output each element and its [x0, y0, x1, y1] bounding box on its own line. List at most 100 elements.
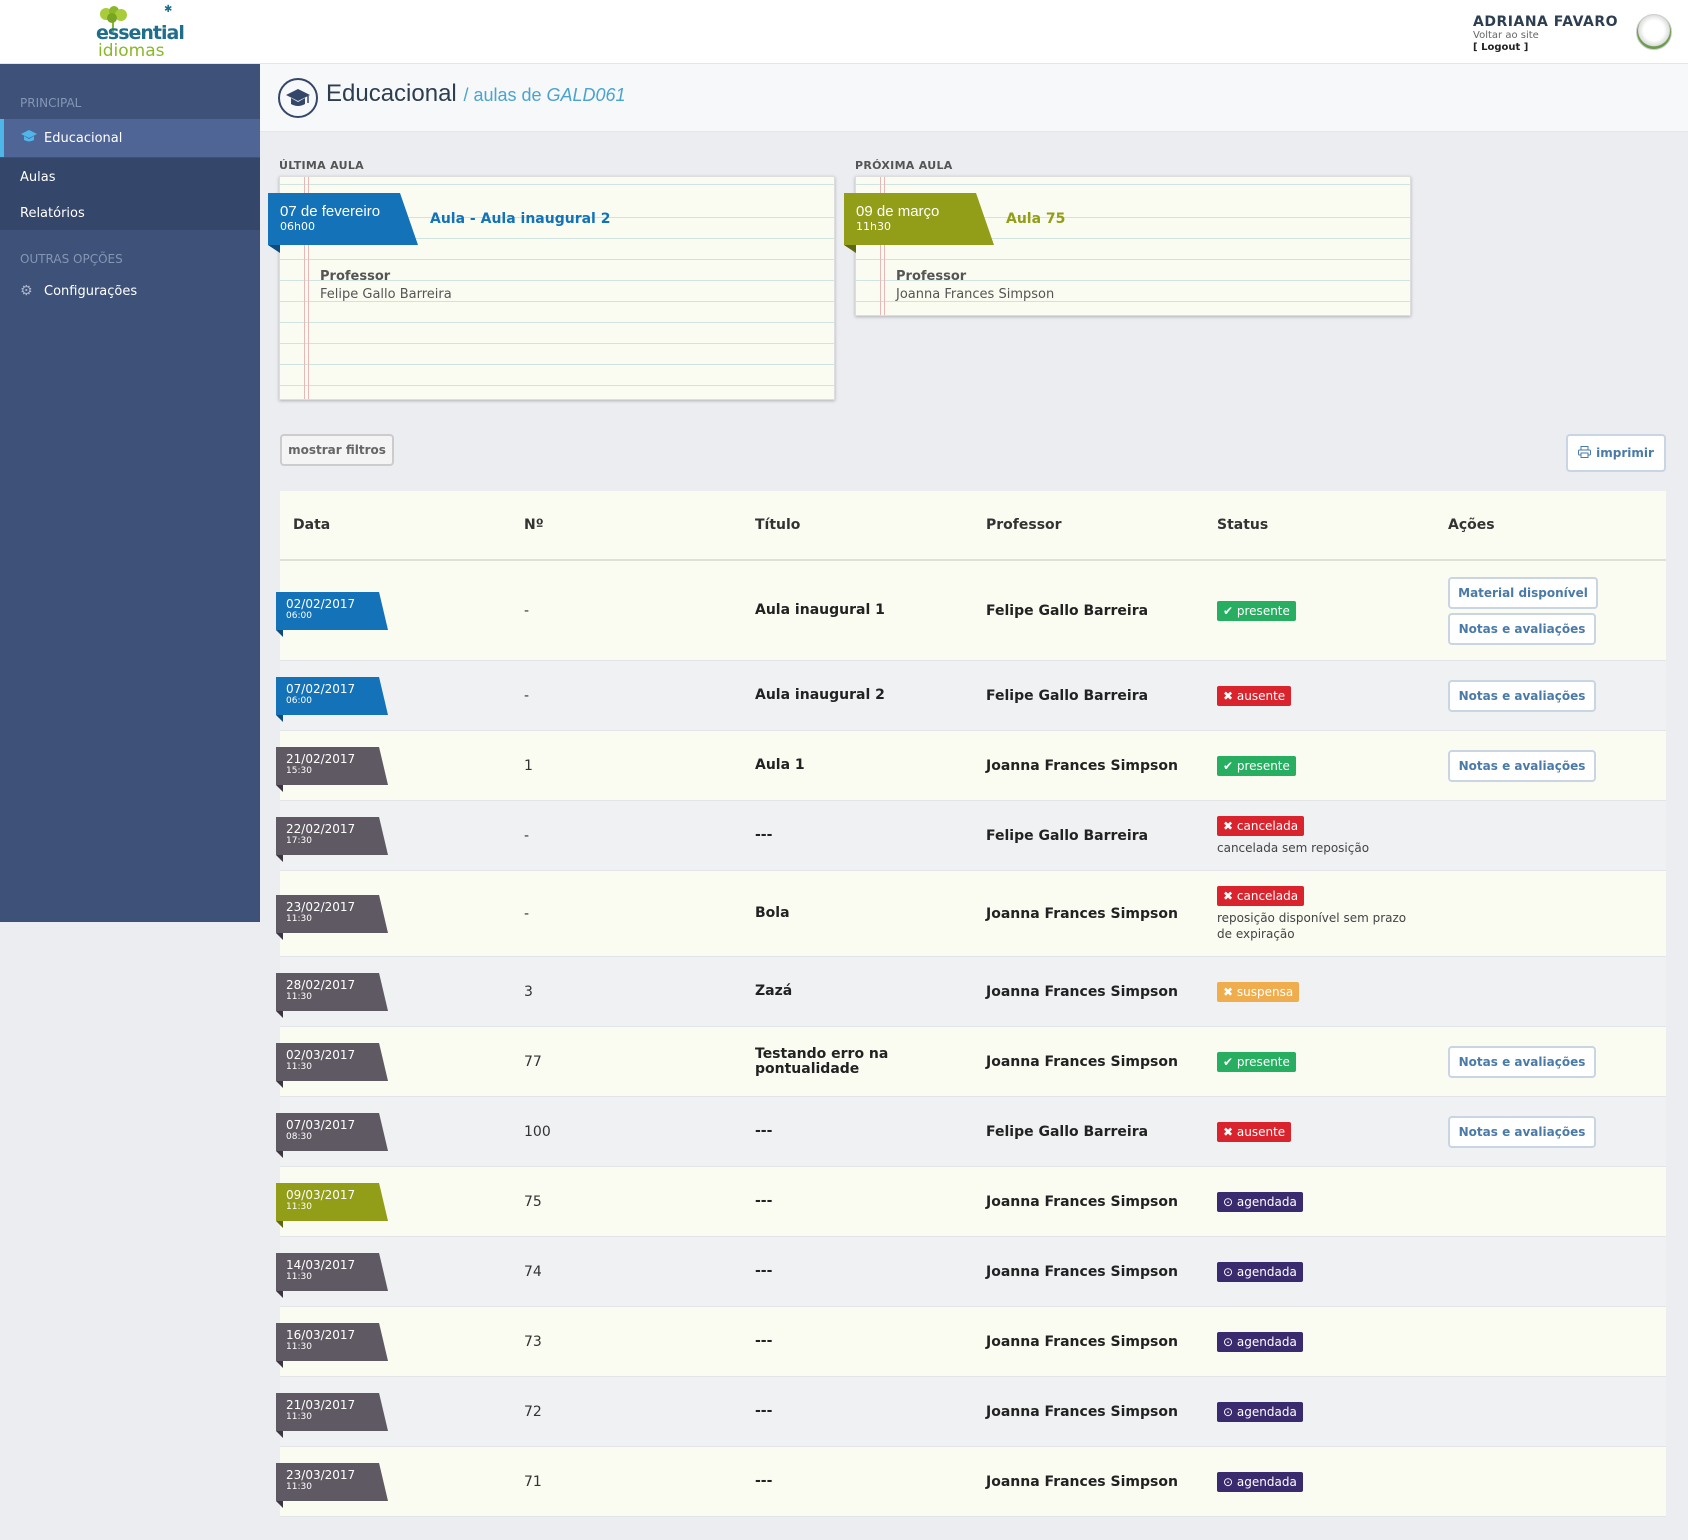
next-class-title[interactable]: Aula 75 [1006, 211, 1066, 227]
row-number: 73 [524, 1333, 542, 1350]
row-professor: Joanna Frances Simpson [986, 983, 1178, 1000]
date-tag: 23/03/2017 11:30 [276, 1463, 388, 1501]
status-icon: ⊙ [1223, 1474, 1234, 1489]
logo-star-icon: ✱ [164, 4, 173, 15]
row-professor: Joanna Frances Simpson [986, 1473, 1178, 1490]
header-titulo[interactable]: Título [755, 517, 801, 533]
date-tag: 21/03/2017 11:30 [276, 1393, 388, 1431]
sidebar-item-educacional[interactable]: Educacional [0, 119, 260, 157]
row-professor: Felipe Gallo Barreira [986, 827, 1149, 844]
header-status[interactable]: Status [1217, 517, 1269, 533]
logo-word-essential: essential [96, 22, 185, 44]
row-professor: Felipe Gallo Barreira [986, 1123, 1149, 1140]
status-label: presente [1236, 1054, 1290, 1069]
grades-button[interactable]: Notas e avaliações [1448, 1116, 1596, 1148]
row-title: --- [755, 1263, 773, 1279]
avatar[interactable] [1636, 14, 1672, 50]
row-title: --- [755, 1403, 773, 1419]
grades-button[interactable]: Notas e avaliações [1448, 750, 1596, 782]
row-status: ✖ cancelada cancelada sem reposição [1217, 815, 1417, 856]
header-professor[interactable]: Professor [986, 517, 1062, 533]
grades-button[interactable]: Notas e avaliações [1448, 613, 1596, 645]
last-class-date: 07 de fevereiro [280, 203, 381, 220]
status-note: cancelada sem reposição [1217, 840, 1370, 855]
status-icon: ✖ [1223, 688, 1234, 703]
row-date: 21/02/2017 [286, 752, 356, 766]
row-date: 07/02/2017 [286, 682, 356, 696]
sidebar-submenu: Aulas Relatórios [0, 158, 260, 230]
row-status: ✖ ausente [1217, 1121, 1417, 1142]
page-subtitle-prefix: / aulas de [463, 85, 547, 105]
status-label: presente [1236, 758, 1290, 773]
status-badge: ✖ cancelada [1217, 815, 1305, 836]
date-tag: 23/02/2017 11:30 [276, 895, 388, 933]
row-title: Bola [755, 905, 790, 921]
row-number: 1 [524, 757, 533, 774]
page-title-text: Educacional [326, 80, 457, 107]
header-data[interactable]: Data [293, 517, 331, 533]
row-number: 74 [524, 1263, 542, 1280]
row-time: 11:30 [286, 1202, 312, 1212]
row-time: 06:00 [286, 611, 312, 621]
row-professor: Joanna Frances Simpson [986, 757, 1178, 774]
ribbon-fold [268, 245, 280, 253]
date-tag-fold [276, 630, 283, 637]
status-icon: ⊙ [1223, 1404, 1234, 1419]
header-numero[interactable]: Nº [524, 517, 544, 533]
row-date: 16/03/2017 [286, 1328, 356, 1342]
row-status: ⊙ agendada [1217, 1401, 1417, 1422]
page-subtitle: / aulas de GALD061 [463, 85, 625, 105]
table-row: 07/03/2017 08:30 100 --- Felipe Gallo Barrei… [276, 1097, 1666, 1167]
date-tag: 02/03/2017 11:30 [276, 1043, 388, 1081]
status-icon: ✔ [1223, 603, 1234, 618]
button-label: Notas e avaliações [1458, 622, 1586, 636]
print-button[interactable]: imprimir [1566, 434, 1666, 472]
row-title: --- [755, 827, 773, 843]
status-icon: ✖ [1223, 818, 1234, 833]
logout-link[interactable]: [ Logout ] [1473, 42, 1529, 53]
sidebar-item-configuracoes[interactable]: ⚙ Configurações [0, 272, 260, 310]
ribbon-fold [844, 245, 856, 253]
last-class-card[interactable]: 07 de fevereiro 06h00 Aula - Aula inaugu… [268, 176, 835, 400]
last-class-title[interactable]: Aula - Aula inaugural 2 [430, 211, 611, 227]
row-status: ✔ presente [1217, 755, 1417, 776]
row-title: Zazá [755, 983, 793, 999]
next-class-card[interactable]: 09 de março 11h30 Aula 75 Professor Joan… [844, 176, 1411, 316]
grades-button[interactable]: Notas e avaliações [1448, 680, 1596, 712]
gear-icon: ⚙ [20, 283, 33, 299]
row-number: - [524, 687, 530, 704]
status-badge: ✖ ausente [1217, 1121, 1292, 1142]
material-available-button[interactable]: Material disponível [1448, 577, 1598, 609]
row-status: ⊙ agendada [1217, 1191, 1417, 1212]
back-to-site-link[interactable]: Voltar ao site [1473, 30, 1539, 41]
table-row: 16/03/2017 11:30 73 --- Joanna Frances Simps… [276, 1307, 1666, 1377]
grades-button[interactable]: Notas e avaliações [1448, 1046, 1596, 1078]
show-filters-button[interactable]: mostrar filtros [280, 434, 394, 466]
date-tag-fold [276, 933, 283, 940]
date-tag-fold [276, 1431, 283, 1438]
status-icon: ⊙ [1223, 1264, 1234, 1279]
row-professor: Felipe Gallo Barreira [986, 687, 1149, 704]
date-tag-fold [276, 1361, 283, 1368]
sidebar-item-relatorios[interactable]: Relatórios [0, 194, 260, 232]
date-tag: 21/02/2017 15:30 [276, 747, 388, 785]
date-tag: 16/03/2017 11:30 [276, 1323, 388, 1361]
user-info: ADRIANA FAVARO Voltar ao site [ Logout ] [1473, 14, 1618, 54]
table-row: 07/02/2017 06:00 - Aula inaugural 2 Felipe G… [276, 661, 1666, 731]
class-code[interactable]: GALD061 [546, 85, 626, 105]
row-number: 3 [524, 983, 533, 1000]
sidebar-item-aulas[interactable]: Aulas [0, 158, 260, 196]
row-professor: Joanna Frances Simpson [986, 1403, 1178, 1420]
row-number: - [524, 602, 530, 619]
row-date: 23/03/2017 [286, 1468, 356, 1482]
status-label: agendada [1236, 1404, 1297, 1419]
row-status: ✔ presente [1217, 600, 1417, 621]
status-badge: ✖ suspensa [1217, 981, 1300, 1002]
row-date: 22/02/2017 [286, 822, 356, 836]
status-badge: ⊙ agendada [1217, 1401, 1303, 1422]
row-date: 28/02/2017 [286, 978, 356, 992]
print-label: imprimir [1596, 446, 1654, 460]
status-note: reposição disponível sem prazo de expira… [1217, 910, 1407, 941]
status-badge: ✔ presente [1217, 600, 1296, 621]
essential-idiomas-logo[interactable]: ✱ essential idiomas [92, 4, 185, 61]
